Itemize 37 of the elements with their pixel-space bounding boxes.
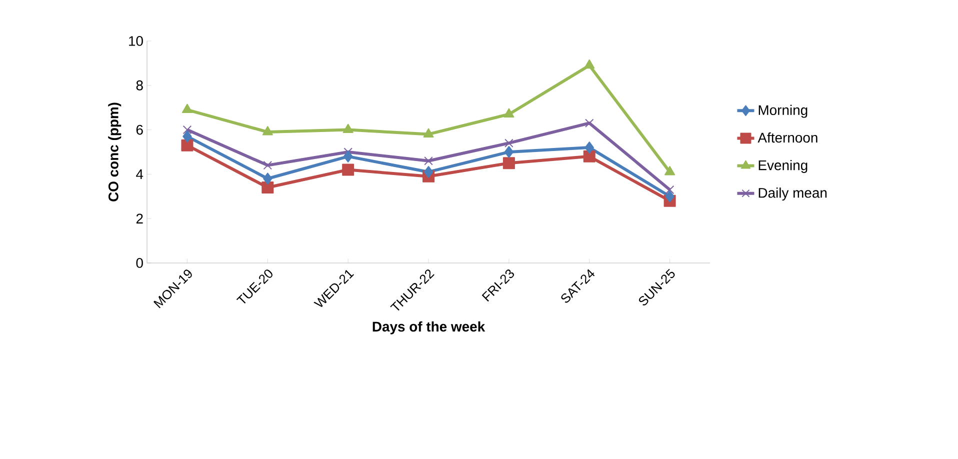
legend-label: Afternoon xyxy=(758,132,818,143)
point xyxy=(182,130,192,142)
point xyxy=(423,128,434,138)
point xyxy=(504,108,514,118)
y-tick-label: 10 xyxy=(129,36,143,46)
legend-label: Daily mean xyxy=(758,188,827,201)
point xyxy=(584,59,595,69)
point xyxy=(343,150,353,162)
point xyxy=(263,160,272,170)
point xyxy=(262,126,273,136)
point xyxy=(424,166,434,178)
y-tick-label: 0 xyxy=(136,258,143,268)
y-axis-title: CO conc (ppm) xyxy=(108,102,122,202)
x-axis-title: Days of the week xyxy=(372,321,486,334)
point xyxy=(584,118,594,128)
point xyxy=(583,150,596,162)
legend-label: Morning xyxy=(758,104,808,118)
point xyxy=(181,139,194,152)
point xyxy=(182,104,192,114)
y-tick-label: 8 xyxy=(136,80,143,90)
y-tick-label: 6 xyxy=(136,124,143,135)
point xyxy=(502,157,515,170)
y-tick-label: 4 xyxy=(136,169,144,179)
y-tick-label: 2 xyxy=(136,214,143,224)
point xyxy=(424,156,433,166)
point xyxy=(262,182,274,194)
point xyxy=(665,190,674,202)
legend-label: Evening xyxy=(758,160,808,173)
point xyxy=(342,124,354,134)
point xyxy=(504,146,514,158)
point xyxy=(263,172,272,185)
point xyxy=(504,138,514,148)
point xyxy=(182,125,192,134)
point xyxy=(342,164,354,176)
point xyxy=(584,142,594,154)
point xyxy=(665,185,674,194)
point xyxy=(664,166,676,176)
